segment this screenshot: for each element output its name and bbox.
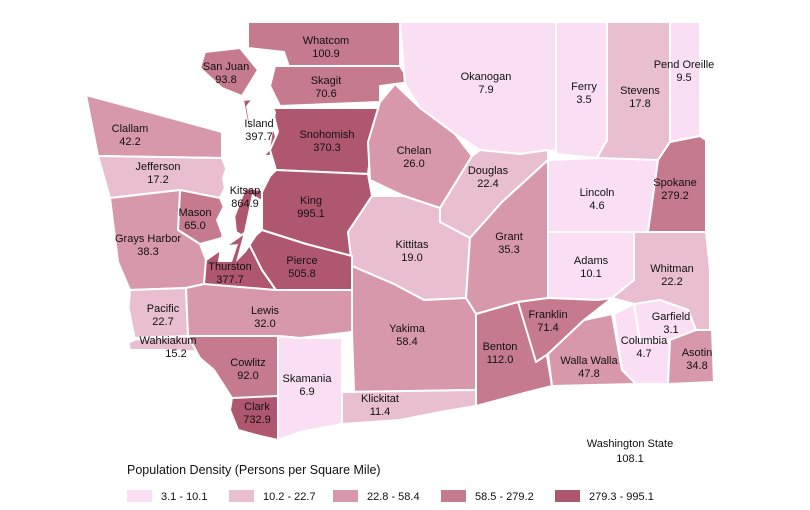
label-klickitat: Klickitat 11.4 [361,393,399,418]
state-name: Washington State [586,438,674,450]
label-pendoreille: Pend Oreille 9.5 [654,59,715,84]
label-snohomish: Snohomish 370.3 [299,129,354,154]
label-king: King 995.1 [297,195,325,220]
puget-sound-water [122,86,276,344]
state-summary: Washington State 108.1 [560,437,700,467]
legend-item-2: 10.2 - 22.7 [229,490,316,504]
label-thurston: Thurston 377.7 [208,261,251,286]
legend-label-3: 22.8 - 58.4 [367,491,420,503]
label-benton: Benton 112.0 [483,341,518,366]
label-whitman: Whitman 22.2 [650,263,693,288]
label-adams: Adams 10.1 [574,255,609,280]
legend-label-1: 3.1 - 10.1 [161,491,208,503]
legend-swatch-1 [127,490,152,503]
label-lincoln: Lincoln 4.6 [580,187,615,212]
label-chelan: Chelan 26.0 [397,145,432,170]
label-spokane: Spokane 279.2 [653,177,696,202]
legend-item-5: 279.3 - 995.1 [555,490,654,504]
county-clark[interactable] [229,395,279,441]
label-wallawalla: Walla Walla 47.8 [560,355,618,380]
legend-label-4: 58.5 - 279.2 [475,491,534,503]
legend-swatch-4 [441,490,466,503]
state-density: 108.1 [616,453,644,465]
label-skamania: Skamania 6.9 [283,373,333,398]
label-mason: Mason 65.0 [178,207,211,232]
label-asotin: Asotin 34.8 [682,347,713,372]
legend-item-4: 58.5 - 279.2 [441,490,534,504]
label-island: Island 397.7 [244,118,273,143]
label-garfield: Garfield 3.1 [652,311,691,336]
label-okanogan: Okanogan 7.9 [461,71,512,96]
county-clallam[interactable] [85,94,223,159]
label-grant: Grant 35.3 [495,231,523,256]
label-yakima: Yakima 58.4 [389,323,426,348]
label-clallam: Clallam 42.2 [112,123,149,148]
legend-label-5: 279.3 - 995.1 [589,491,654,503]
label-franklin: Franklin 71.4 [528,309,567,334]
label-skagit: Skagit 70.6 [311,75,342,100]
label-graysharbor: Grays Harbor 38.3 [115,233,181,258]
label-cowlitz: Cowlitz 92.0 [230,357,265,382]
label-columbia: Columbia 4.7 [621,335,668,360]
label-wahkiakum: Wahkiakum 15.2 [139,335,196,360]
label-ferry: Ferry 3.5 [571,81,597,106]
label-whatcom: Whatcom 100.9 [303,35,349,60]
legend-title: Population Density (Persons per Square M… [127,463,381,477]
county-klickitat[interactable] [341,389,477,425]
label-kitsap: Kitsap 864.9 [230,185,261,210]
county-labels: Whatcom 100.9 San Juan 93.8 Skagit 70.6 Oka… [112,35,715,426]
legend-item-3: 22.8 - 58.4 [333,490,420,504]
legend-item-1: 3.1 - 10.1 [127,490,207,504]
county-sanjuan[interactable] [199,47,259,97]
label-stevens: Stevens 17.8 [620,85,660,110]
label-pierce: Pierce 505.8 [286,255,317,280]
label-kittitas: Kittitas 19.0 [395,239,429,264]
label-jefferson: Jefferson 17.2 [135,161,180,186]
county-skagit[interactable] [269,65,411,107]
county-wallawalla[interactable] [547,313,637,387]
legend-label-2: 10.2 - 22.7 [263,491,316,503]
label-douglas: Douglas 22.4 [468,165,509,190]
legend-swatch-5 [555,490,580,503]
label-lewis: Lewis 32.0 [251,305,280,330]
label-pacific: Pacific 22.7 [147,303,180,328]
county-asotin[interactable] [667,329,715,385]
label-clark: Clark 732.9 [243,401,271,426]
legend-swatch-3 [333,490,358,503]
county-franklin[interactable] [517,297,613,363]
label-sanjuan: San Juan 93.8 [203,61,249,86]
legend-swatch-2 [229,490,254,503]
